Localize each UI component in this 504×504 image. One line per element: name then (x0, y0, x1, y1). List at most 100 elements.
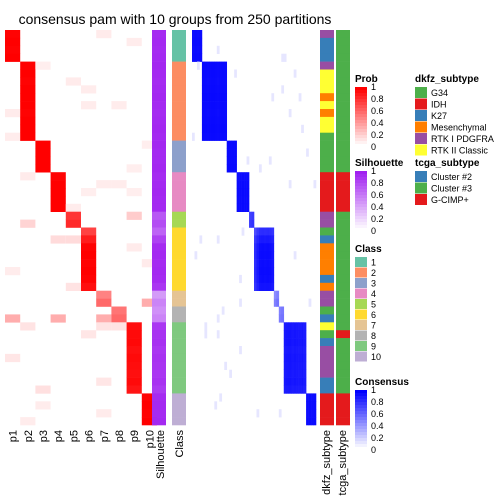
class-cell (172, 148, 186, 157)
consensus-cell (201, 101, 205, 110)
dkfz-legend-swatch (415, 110, 427, 121)
prob-cell (65, 282, 81, 291)
dkfz-cell (320, 274, 334, 284)
consensus-cell (308, 393, 312, 402)
prob-cell (81, 267, 97, 276)
consensus-cell (263, 235, 267, 244)
consensus-cell (303, 369, 307, 378)
class-legend-swatch (355, 267, 367, 278)
silhouette-cell (152, 77, 166, 86)
consensus-cell (256, 267, 260, 276)
consensus-cell (301, 346, 304, 355)
consensus-cell (249, 219, 252, 228)
tcga-cell (336, 298, 350, 307)
tcga-cell (336, 243, 350, 252)
consensus-cell (311, 393, 314, 402)
consensus-cell (261, 251, 265, 260)
class-legend-label: 4 (371, 289, 376, 299)
silhouette-legend-gradient-step (355, 213, 367, 217)
consensus-cell (303, 322, 307, 331)
consensus-cell (219, 116, 223, 126)
prob-cell (5, 37, 21, 47)
consensus-cell (219, 77, 223, 86)
consensus-cell (268, 243, 272, 252)
tcga-cell (336, 377, 350, 386)
consensus-cell (313, 409, 317, 418)
consensus-cell (241, 203, 245, 212)
dkfz-legend-label: K27 (431, 111, 447, 121)
consensus-cell (226, 164, 230, 173)
consensus-cell (288, 322, 292, 331)
consensus-cell (246, 203, 250, 212)
dkfz-cell (320, 306, 334, 315)
silhouette-cell (152, 140, 166, 149)
consensus-cell (254, 259, 257, 268)
consensus-cell (206, 101, 210, 110)
tcga-cell (336, 188, 350, 197)
class-cell (172, 77, 186, 86)
consensus-cell (258, 235, 262, 244)
class-legend-swatch (355, 309, 367, 320)
consensus-cell (288, 346, 292, 355)
prob-column-label-p1: p1 (8, 430, 20, 442)
consensus-cell (303, 385, 307, 394)
consensus-cell (306, 148, 309, 157)
class-cell (172, 243, 186, 252)
prob-column-label-p3: p3 (38, 430, 50, 442)
class-cell (172, 346, 186, 355)
consensus-cell (241, 188, 245, 197)
dkfz-legend-label: Mesenchymal (431, 123, 487, 133)
dkfz-cell (320, 298, 334, 307)
class-cell (172, 164, 186, 173)
dkfz-cell (320, 30, 334, 39)
tcga-cell (336, 235, 350, 244)
consensus-cell (194, 37, 198, 47)
consensus-legend-gradient-step (355, 426, 367, 430)
prob-cell (126, 188, 142, 197)
consensus-cell (268, 235, 272, 244)
consensus-cell (271, 243, 275, 252)
silhouette-cell (152, 369, 166, 378)
tcga-column-label: tcga_subtype (337, 430, 349, 495)
prob-cell (50, 235, 66, 244)
consensus-cell (196, 37, 200, 47)
silhouette-cell (152, 227, 166, 236)
dkfz-cell (320, 267, 334, 276)
class-cell (172, 259, 186, 268)
class-cell (172, 116, 186, 126)
consensus-cell (241, 172, 245, 181)
class-legend-swatch (355, 341, 367, 351)
tcga-cell (336, 53, 350, 62)
consensus-legend-gradient-step (355, 447, 367, 451)
prob-cell (5, 30, 21, 39)
silhouette-legend-tick: 1 (371, 166, 376, 176)
consensus-cell (239, 346, 242, 355)
consensus-cell (201, 69, 205, 78)
consensus-cell (204, 132, 208, 141)
consensus-cell (216, 235, 220, 244)
class-cell (172, 61, 186, 70)
class-legend-label: 9 (371, 342, 376, 352)
consensus-cell (211, 85, 215, 94)
consensus-cell (313, 180, 317, 189)
consensus-cell (209, 124, 213, 133)
silhouette-legend-gradient-step (355, 210, 367, 214)
silhouette-legend-gradient-step (355, 201, 367, 205)
class-cell (172, 377, 186, 386)
consensus-cell (211, 132, 215, 141)
silhouette-cell (152, 385, 166, 394)
silhouette-legend-tick: 0 (371, 226, 376, 236)
consensus-legend-gradient-step (355, 423, 367, 427)
dkfz-legend-title: dkfz_subtype (415, 74, 479, 85)
tcga-cell (336, 361, 350, 370)
class-cell (172, 290, 186, 299)
consensus-cell (251, 211, 255, 220)
dkfz-cell (320, 251, 334, 260)
class-cell (172, 267, 186, 276)
silhouette-cell (152, 172, 166, 181)
consensus-cell (254, 274, 257, 284)
consensus-cell (313, 401, 317, 410)
consensus-cell (296, 361, 299, 370)
consensus-cell (192, 37, 195, 47)
prob-cell (96, 290, 112, 299)
